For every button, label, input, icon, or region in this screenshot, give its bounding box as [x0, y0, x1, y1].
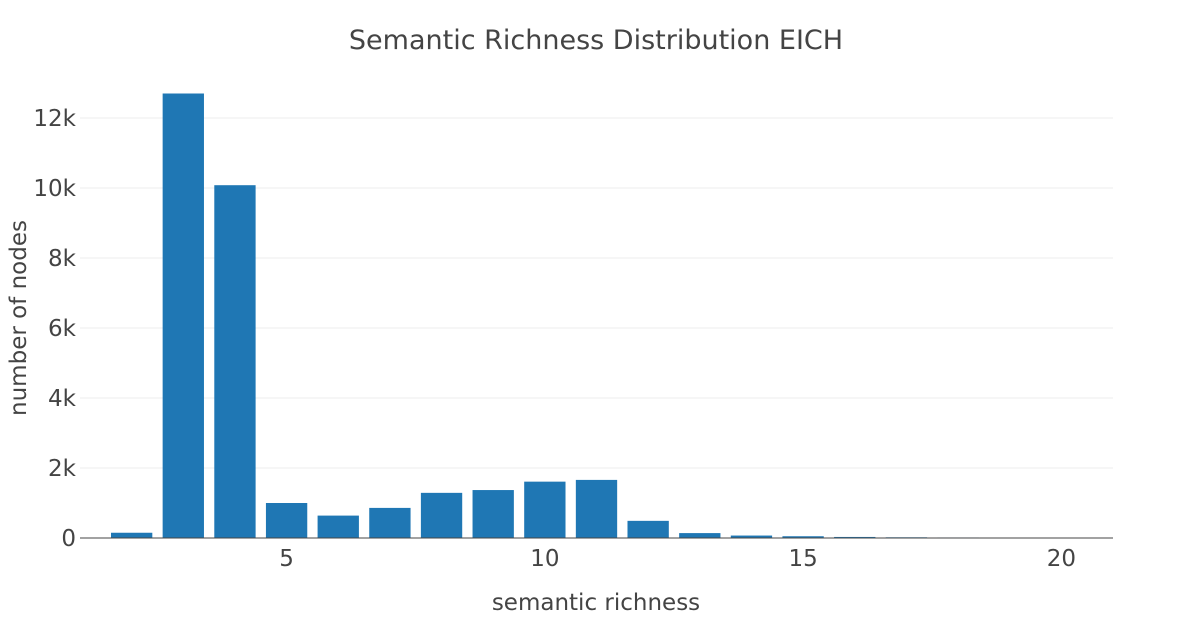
x-tick-label: 5	[279, 546, 294, 572]
bar	[163, 94, 204, 539]
x-tick-label: 20	[1047, 546, 1076, 572]
y-tick-label: 6k	[48, 316, 77, 342]
bar	[266, 503, 307, 538]
x-tick-label: 10	[530, 546, 559, 572]
bar	[369, 508, 410, 538]
bar	[214, 185, 255, 538]
bar	[421, 493, 462, 538]
bar	[473, 490, 514, 538]
y-tick-label: 0	[61, 526, 76, 552]
bar	[111, 533, 152, 538]
bar	[679, 533, 720, 538]
bars	[111, 94, 1082, 539]
chart-title: Semantic Richness Distribution EICH	[349, 25, 843, 56]
y-tick-label: 4k	[48, 386, 77, 412]
y-tick-label: 10k	[33, 176, 76, 202]
bar	[576, 480, 617, 538]
y-tick-label: 12k	[33, 106, 76, 132]
y-tick-label: 8k	[48, 246, 77, 272]
x-tick-label: 15	[788, 546, 817, 572]
bar	[318, 516, 359, 538]
bar	[524, 482, 565, 538]
y-axis-title: number of nodes	[6, 220, 32, 416]
y-tick-label: 2k	[48, 456, 77, 482]
x-axis-title: semantic richness	[492, 590, 700, 616]
bar	[627, 521, 668, 538]
